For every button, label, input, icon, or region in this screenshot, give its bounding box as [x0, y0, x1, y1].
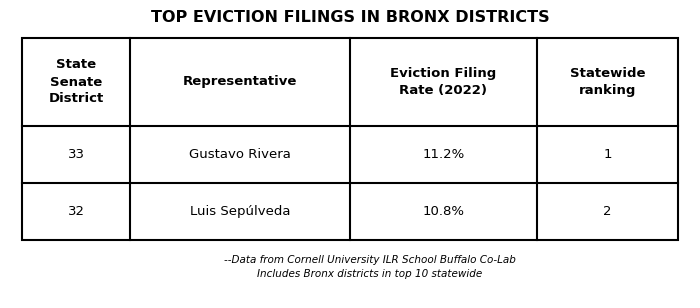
Text: 2: 2 [603, 205, 612, 218]
Text: 33: 33 [68, 148, 85, 161]
Text: 10.8%: 10.8% [423, 205, 465, 218]
Text: State
Senate
District: State Senate District [48, 59, 104, 106]
Text: Eviction Filing
Rate (2022): Eviction Filing Rate (2022) [391, 67, 496, 97]
Text: TOP EVICTION FILINGS IN BRONX DISTRICTS: TOP EVICTION FILINGS IN BRONX DISTRICTS [150, 10, 550, 26]
Text: 11.2%: 11.2% [422, 148, 465, 161]
Bar [22, 38, 678, 240]
Text: --Data from Cornell University ILR School Buffalo Co-Lab
Includes Bronx district: --Data from Cornell University ILR Schoo… [224, 255, 516, 279]
Text: Representative: Representative [183, 75, 298, 88]
Text: 1: 1 [603, 148, 612, 161]
Text: Statewide
ranking: Statewide ranking [570, 67, 645, 97]
Text: 32: 32 [68, 205, 85, 218]
Text: Luis Sepúlveda: Luis Sepúlveda [190, 205, 290, 218]
Text: Gustavo Rivera: Gustavo Rivera [189, 148, 291, 161]
